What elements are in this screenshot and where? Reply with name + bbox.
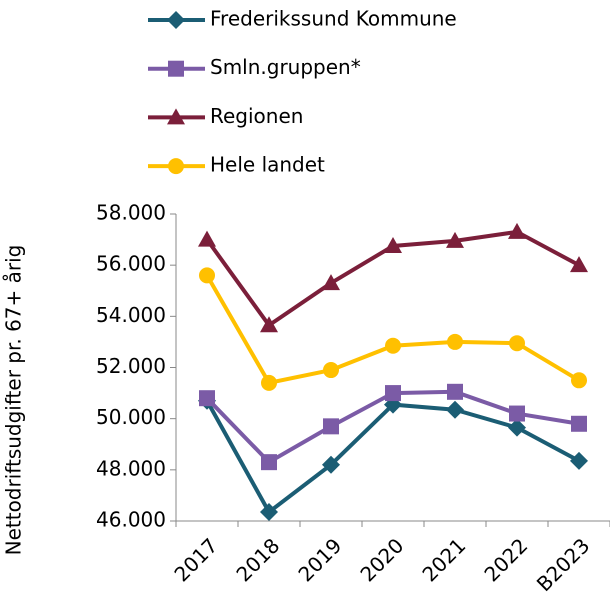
point: [261, 454, 277, 471]
point: [571, 372, 587, 389]
y-tick-label: 58.000: [96, 201, 166, 225]
point: [199, 267, 215, 284]
point: [509, 405, 525, 422]
point: [509, 335, 525, 352]
point: [260, 503, 278, 522]
point: [571, 415, 587, 432]
y-tick-label: 56.000: [96, 252, 166, 276]
legend-label: Smln.gruppen*: [210, 55, 361, 79]
point: [570, 256, 588, 273]
point: [447, 333, 463, 350]
x-tick-label: 2022: [479, 533, 532, 586]
point: [323, 362, 339, 379]
point: [385, 385, 401, 402]
legend-marker: [168, 158, 184, 175]
y-tick-label: 48.000: [96, 456, 166, 480]
point: [261, 374, 277, 391]
legend-label: Regionen: [210, 104, 303, 128]
y-tick-label: 54.000: [96, 303, 166, 327]
point: [508, 418, 526, 437]
point: [446, 400, 464, 419]
x-tick-label: B2023: [532, 533, 595, 596]
point: [322, 455, 340, 474]
point: [322, 274, 340, 291]
x-tick-label: 2018: [231, 533, 284, 586]
point: [384, 236, 402, 253]
y-tick-label: 46.000: [96, 508, 166, 532]
point: [199, 390, 215, 407]
point: [446, 231, 464, 248]
y-tick-label: 50.000: [96, 405, 166, 429]
point: [570, 451, 588, 470]
legend-marker: [167, 108, 185, 125]
y-tick-label: 52.000: [96, 354, 166, 378]
legend-marker: [167, 11, 185, 29]
point: [198, 230, 216, 247]
legend-label: Frederikssund Kommune: [210, 7, 457, 31]
x-tick-label: 2017: [169, 533, 222, 586]
legend-marker: [168, 60, 184, 77]
point: [323, 418, 339, 435]
legend-label: Hele landet: [210, 153, 325, 177]
point: [447, 383, 463, 400]
y-axis-label: Nettodriftsudgifter pr. 67+ årig: [2, 245, 26, 556]
point: [508, 222, 526, 239]
point: [385, 337, 401, 354]
x-tick-label: 2020: [355, 533, 408, 586]
x-tick-label: 2021: [417, 533, 470, 586]
point: [260, 316, 278, 333]
x-tick-label: 2019: [293, 533, 346, 586]
